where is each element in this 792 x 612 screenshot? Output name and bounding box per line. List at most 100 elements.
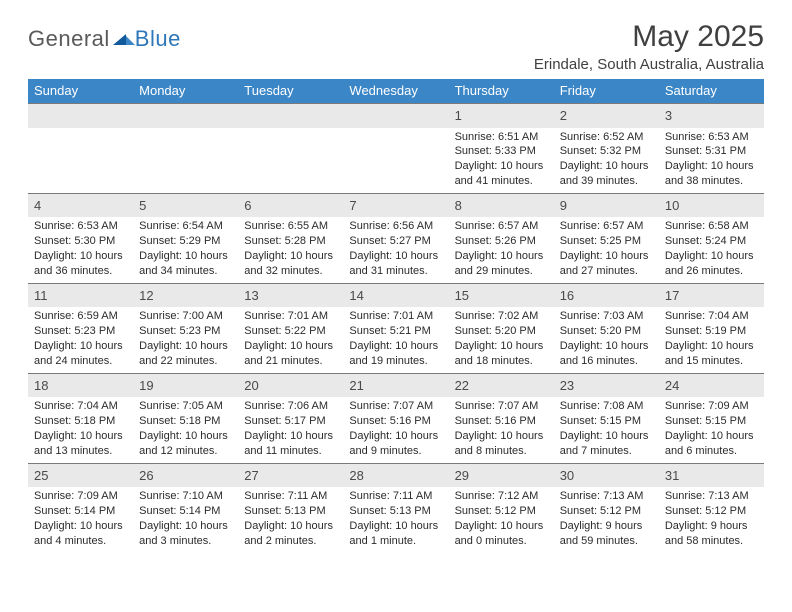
day-cell: 16Sunrise: 7:03 AMSunset: 5:20 PMDayligh… xyxy=(554,283,659,373)
day-number: 31 xyxy=(659,463,764,488)
sunset-text: Sunset: 5:33 PM xyxy=(455,144,548,159)
daylight-text: Daylight: 9 hours and 59 minutes. xyxy=(560,519,653,549)
week-row: 1Sunrise: 6:51 AMSunset: 5:33 PMDaylight… xyxy=(28,103,764,193)
daylight-text: Daylight: 10 hours and 32 minutes. xyxy=(244,249,337,279)
day-cell xyxy=(28,103,133,193)
day-info: Sunrise: 6:55 AMSunset: 5:28 PMDaylight:… xyxy=(238,217,343,282)
day-number: 30 xyxy=(554,463,659,488)
calendar-grid: Sunday Monday Tuesday Wednesday Thursday… xyxy=(28,79,764,553)
daylight-text: Daylight: 10 hours and 12 minutes. xyxy=(139,429,232,459)
brand-mark-icon xyxy=(113,26,135,52)
sunset-text: Sunset: 5:22 PM xyxy=(244,324,337,339)
day-info: Sunrise: 7:03 AMSunset: 5:20 PMDaylight:… xyxy=(554,307,659,372)
sunset-text: Sunset: 5:12 PM xyxy=(665,504,758,519)
weeks-container: 1Sunrise: 6:51 AMSunset: 5:33 PMDaylight… xyxy=(28,103,764,553)
day-number: 11 xyxy=(28,283,133,308)
day-info: Sunrise: 6:54 AMSunset: 5:29 PMDaylight:… xyxy=(133,217,238,282)
sunrise-text: Sunrise: 7:05 AM xyxy=(139,399,232,414)
day-number: 22 xyxy=(449,373,554,398)
sunrise-text: Sunrise: 6:57 AM xyxy=(455,219,548,234)
day-cell: 26Sunrise: 7:10 AMSunset: 5:14 PMDayligh… xyxy=(133,463,238,553)
brand-logo: General Blue xyxy=(28,20,181,52)
week-row: 25Sunrise: 7:09 AMSunset: 5:14 PMDayligh… xyxy=(28,463,764,553)
day-number: 9 xyxy=(554,193,659,218)
day-info: Sunrise: 6:53 AMSunset: 5:31 PMDaylight:… xyxy=(659,128,764,193)
daylight-text: Daylight: 10 hours and 31 minutes. xyxy=(349,249,442,279)
sunset-text: Sunset: 5:15 PM xyxy=(665,414,758,429)
day-number: 19 xyxy=(133,373,238,398)
day-info: Sunrise: 6:53 AMSunset: 5:30 PMDaylight:… xyxy=(28,217,133,282)
sunrise-text: Sunrise: 7:12 AM xyxy=(455,489,548,504)
day-info: Sunrise: 7:11 AMSunset: 5:13 PMDaylight:… xyxy=(238,487,343,552)
day-cell: 28Sunrise: 7:11 AMSunset: 5:13 PMDayligh… xyxy=(343,463,448,553)
day-cell: 1Sunrise: 6:51 AMSunset: 5:33 PMDaylight… xyxy=(449,103,554,193)
day-number xyxy=(133,103,238,128)
day-cell: 10Sunrise: 6:58 AMSunset: 5:24 PMDayligh… xyxy=(659,193,764,283)
sunrise-text: Sunrise: 6:59 AM xyxy=(34,309,127,324)
sunset-text: Sunset: 5:32 PM xyxy=(560,144,653,159)
day-cell: 4Sunrise: 6:53 AMSunset: 5:30 PMDaylight… xyxy=(28,193,133,283)
day-cell: 20Sunrise: 7:06 AMSunset: 5:17 PMDayligh… xyxy=(238,373,343,463)
day-info: Sunrise: 7:06 AMSunset: 5:17 PMDaylight:… xyxy=(238,397,343,462)
weekday-monday: Monday xyxy=(133,79,238,103)
day-number: 21 xyxy=(343,373,448,398)
sunset-text: Sunset: 5:14 PM xyxy=(139,504,232,519)
day-cell: 13Sunrise: 7:01 AMSunset: 5:22 PMDayligh… xyxy=(238,283,343,373)
weekday-friday: Friday xyxy=(554,79,659,103)
daylight-text: Daylight: 10 hours and 6 minutes. xyxy=(665,429,758,459)
day-number xyxy=(343,103,448,128)
day-number xyxy=(238,103,343,128)
day-number: 16 xyxy=(554,283,659,308)
sunrise-text: Sunrise: 7:01 AM xyxy=(349,309,442,324)
day-cell: 17Sunrise: 7:04 AMSunset: 5:19 PMDayligh… xyxy=(659,283,764,373)
week-row: 18Sunrise: 7:04 AMSunset: 5:18 PMDayligh… xyxy=(28,373,764,463)
day-info: Sunrise: 7:13 AMSunset: 5:12 PMDaylight:… xyxy=(659,487,764,552)
sunrise-text: Sunrise: 7:07 AM xyxy=(349,399,442,414)
sunset-text: Sunset: 5:18 PM xyxy=(139,414,232,429)
daylight-text: Daylight: 10 hours and 29 minutes. xyxy=(455,249,548,279)
sunset-text: Sunset: 5:16 PM xyxy=(349,414,442,429)
sunrise-text: Sunrise: 7:01 AM xyxy=(244,309,337,324)
daylight-text: Daylight: 10 hours and 16 minutes. xyxy=(560,339,653,369)
day-info: Sunrise: 7:09 AMSunset: 5:15 PMDaylight:… xyxy=(659,397,764,462)
sunrise-text: Sunrise: 7:10 AM xyxy=(139,489,232,504)
location-text: Erindale, South Australia, Australia xyxy=(534,56,764,73)
day-cell: 31Sunrise: 7:13 AMSunset: 5:12 PMDayligh… xyxy=(659,463,764,553)
day-cell: 12Sunrise: 7:00 AMSunset: 5:23 PMDayligh… xyxy=(133,283,238,373)
sunrise-text: Sunrise: 7:11 AM xyxy=(244,489,337,504)
day-info: Sunrise: 7:01 AMSunset: 5:21 PMDaylight:… xyxy=(343,307,448,372)
day-number: 28 xyxy=(343,463,448,488)
sunset-text: Sunset: 5:15 PM xyxy=(560,414,653,429)
day-cell xyxy=(238,103,343,193)
sunrise-text: Sunrise: 6:58 AM xyxy=(665,219,758,234)
day-number: 10 xyxy=(659,193,764,218)
day-cell: 29Sunrise: 7:12 AMSunset: 5:12 PMDayligh… xyxy=(449,463,554,553)
day-number: 17 xyxy=(659,283,764,308)
sunrise-text: Sunrise: 7:03 AM xyxy=(560,309,653,324)
sunset-text: Sunset: 5:23 PM xyxy=(139,324,232,339)
day-info: Sunrise: 7:01 AMSunset: 5:22 PMDaylight:… xyxy=(238,307,343,372)
day-number: 5 xyxy=(133,193,238,218)
day-info: Sunrise: 6:56 AMSunset: 5:27 PMDaylight:… xyxy=(343,217,448,282)
day-info: Sunrise: 6:52 AMSunset: 5:32 PMDaylight:… xyxy=(554,128,659,193)
daylight-text: Daylight: 10 hours and 3 minutes. xyxy=(139,519,232,549)
sunrise-text: Sunrise: 7:00 AM xyxy=(139,309,232,324)
daylight-text: Daylight: 10 hours and 1 minute. xyxy=(349,519,442,549)
daylight-text: Daylight: 10 hours and 19 minutes. xyxy=(349,339,442,369)
week-row: 11Sunrise: 6:59 AMSunset: 5:23 PMDayligh… xyxy=(28,283,764,373)
day-number: 3 xyxy=(659,103,764,128)
sunset-text: Sunset: 5:23 PM xyxy=(34,324,127,339)
sunrise-text: Sunrise: 7:02 AM xyxy=(455,309,548,324)
daylight-text: Daylight: 10 hours and 41 minutes. xyxy=(455,159,548,189)
sunrise-text: Sunrise: 6:53 AM xyxy=(34,219,127,234)
day-info: Sunrise: 6:57 AMSunset: 5:26 PMDaylight:… xyxy=(449,217,554,282)
day-cell: 24Sunrise: 7:09 AMSunset: 5:15 PMDayligh… xyxy=(659,373,764,463)
day-number: 4 xyxy=(28,193,133,218)
sunrise-text: Sunrise: 7:08 AM xyxy=(560,399,653,414)
sunrise-text: Sunrise: 7:04 AM xyxy=(34,399,127,414)
daylight-text: Daylight: 10 hours and 21 minutes. xyxy=(244,339,337,369)
sunrise-text: Sunrise: 6:52 AM xyxy=(560,130,653,145)
sunset-text: Sunset: 5:18 PM xyxy=(34,414,127,429)
day-number xyxy=(28,103,133,128)
day-number: 24 xyxy=(659,373,764,398)
